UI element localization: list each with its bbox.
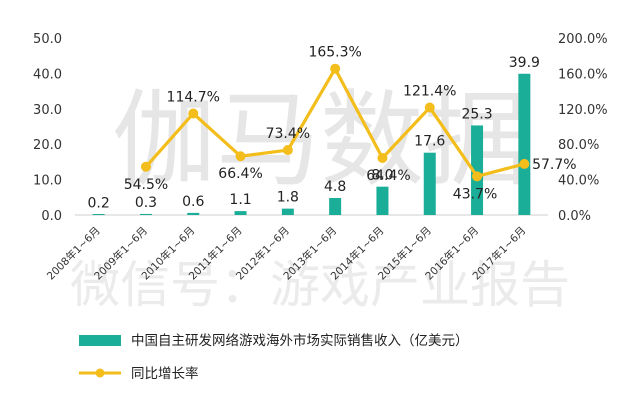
bar-value-label: 0.6 bbox=[182, 194, 204, 210]
right-axis-tick-label: 120.0% bbox=[558, 103, 608, 118]
legend-swatch-marker bbox=[95, 368, 105, 378]
bar-value-labels: 0.2 0.3 0.6 1.1 1.8 4.8 8.0 17.6 25.3 39.9 bbox=[88, 55, 540, 212]
rate-point bbox=[330, 63, 341, 74]
bar-value-label: 1.1 bbox=[229, 192, 251, 208]
bar bbox=[92, 214, 105, 215]
right-axis-tick-label: 40.0% bbox=[558, 174, 599, 189]
legend-swatch-bar bbox=[79, 335, 121, 346]
left-axis-tick-label: 40.0 bbox=[33, 67, 62, 82]
legend-label-bar: 中国自主研发网络游戏海外市场实际销售收入（亿美元） bbox=[131, 332, 469, 349]
bar bbox=[376, 186, 389, 215]
watermark: 伽马数据 微信号：游戏产业报告 bbox=[70, 79, 570, 314]
rate-point bbox=[472, 171, 483, 182]
bar-value-label: 8.0 bbox=[371, 168, 393, 184]
bar bbox=[187, 212, 200, 215]
left-axis-tick-label: 10.0 bbox=[33, 174, 62, 189]
legend-label-line: 同比增长率 bbox=[131, 365, 199, 382]
rate-value-label: 66.4% bbox=[218, 166, 262, 182]
rate-value-labels: 54.5% 114.7% 66.4% 73.4% 165.3% 64.4% 121.4% 43… bbox=[124, 45, 577, 203]
rate-point bbox=[424, 102, 435, 113]
rate-point bbox=[140, 161, 151, 172]
bar bbox=[281, 208, 294, 215]
left-axis-tick-label: 30.0 bbox=[33, 103, 62, 118]
rate-point bbox=[519, 158, 530, 169]
legend: 中国自主研发网络游戏海外市场实际销售收入（亿美元） 同比增长率 bbox=[79, 332, 469, 382]
rate-point bbox=[377, 153, 388, 164]
bar-value-label: 0.3 bbox=[135, 195, 157, 211]
bar bbox=[329, 198, 342, 215]
rate-value-label: 121.4% bbox=[403, 84, 456, 100]
rate-value-label: 57.7% bbox=[532, 157, 576, 173]
rate-value-label: 54.5% bbox=[124, 177, 168, 193]
watermark-wechat: 微信号：游戏产业报告 bbox=[70, 256, 570, 314]
rate-value-label: 64.4% bbox=[366, 168, 410, 184]
bar bbox=[234, 211, 247, 215]
rate-point bbox=[282, 145, 293, 156]
bar-value-label: 4.8 bbox=[324, 179, 346, 195]
right-axis-tick-label: 0.0% bbox=[558, 209, 591, 224]
right-axis-tick-label: 80.0% bbox=[558, 138, 599, 153]
rate-point bbox=[235, 151, 246, 162]
left-axis-tick-label: 20.0 bbox=[33, 138, 62, 153]
rate-point bbox=[188, 108, 199, 119]
bar bbox=[471, 125, 484, 215]
right-axis-tick-label: 160.0% bbox=[558, 67, 608, 82]
left-axis: 0.0 10.0 20.0 30.0 40.0 50.0 bbox=[33, 32, 62, 224]
bar-value-label: 0.2 bbox=[88, 195, 110, 211]
bar bbox=[518, 73, 531, 215]
rate-value-label: 73.4% bbox=[266, 126, 310, 142]
bar-series bbox=[92, 73, 531, 215]
bar-value-label: 25.3 bbox=[461, 106, 492, 122]
right-axis: 0.0% 40.0% 80.0% 120.0% 160.0% 200.0% bbox=[558, 32, 608, 224]
rate-value-label: 165.3% bbox=[308, 45, 361, 61]
bar bbox=[423, 152, 436, 215]
rate-value-label: 43.7% bbox=[453, 186, 497, 202]
bar-value-label: 17.6 bbox=[414, 134, 445, 150]
bar-value-label: 1.8 bbox=[277, 190, 299, 206]
bar bbox=[139, 213, 152, 215]
rate-value-label: 114.7% bbox=[167, 89, 220, 105]
right-axis-tick-label: 200.0% bbox=[558, 32, 608, 47]
watermark-brand: 伽马数据 bbox=[112, 79, 528, 201]
left-axis-tick-label: 50.0 bbox=[33, 32, 62, 47]
left-axis-tick-label: 0.0 bbox=[41, 209, 62, 224]
bar-value-label: 39.9 bbox=[509, 55, 540, 71]
line-series bbox=[140, 63, 530, 182]
